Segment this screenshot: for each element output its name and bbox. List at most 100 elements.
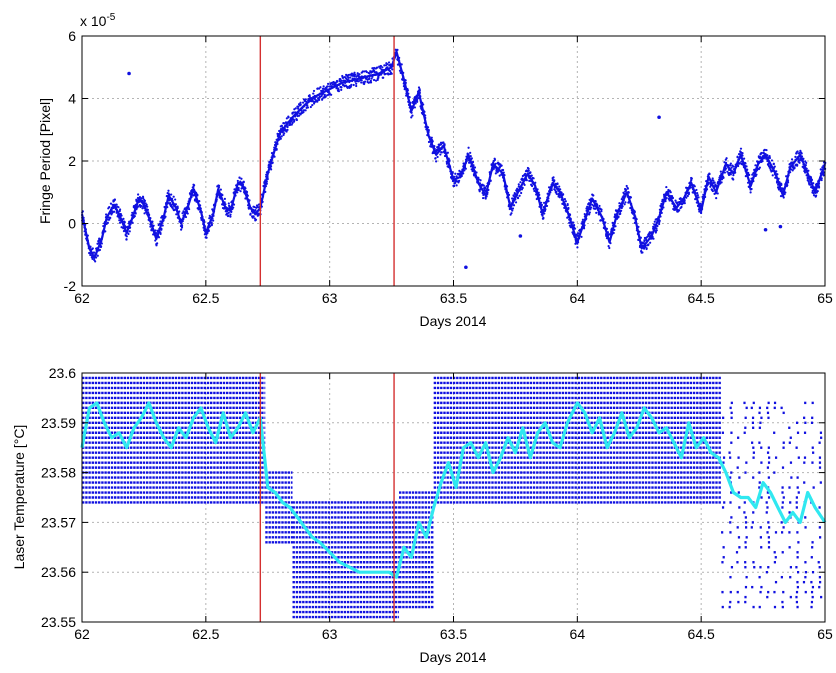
event-lines — [259, 373, 395, 622]
outlier-point — [778, 224, 783, 229]
raw-reading — [818, 575, 821, 579]
data-point — [592, 194, 595, 197]
data-point — [563, 197, 567, 201]
raw-reading — [721, 605, 724, 609]
raw-reading — [811, 401, 814, 405]
data-point — [555, 190, 558, 193]
raw-reading — [795, 501, 798, 504]
raw-reading — [811, 461, 814, 464]
data-point — [374, 79, 378, 82]
data-point — [237, 188, 240, 192]
data-point — [128, 230, 131, 233]
data-point — [98, 238, 101, 241]
data-point — [619, 212, 622, 215]
raw-reading — [767, 416, 770, 420]
data-point — [388, 69, 392, 73]
data-point — [591, 203, 594, 206]
data-point — [652, 237, 655, 240]
data-point — [479, 179, 482, 182]
raw-reading — [730, 411, 733, 415]
data-point — [295, 118, 298, 122]
data-point — [641, 251, 644, 254]
raw-reading — [744, 546, 747, 549]
raw-reading — [744, 416, 747, 420]
raw-reading — [721, 506, 725, 509]
tick-marks — [81, 35, 826, 287]
raw-reading — [795, 446, 798, 449]
raw-reading — [744, 561, 747, 564]
raw-reading — [810, 580, 813, 584]
raw-reading — [730, 566, 734, 569]
data-point — [455, 184, 458, 187]
data-point — [765, 148, 768, 152]
raw-reading — [789, 595, 792, 599]
data-point — [357, 80, 360, 83]
data-point — [493, 157, 496, 160]
raw-reading — [818, 526, 821, 529]
raw-reading — [758, 471, 761, 474]
raw-reading — [751, 521, 754, 524]
raw-reading — [722, 556, 725, 559]
y-tick-label: -2 — [64, 278, 77, 294]
data-point — [712, 179, 715, 182]
raw-reading — [795, 600, 799, 604]
raw-reading — [760, 461, 763, 464]
data-point — [653, 220, 656, 223]
raw-reading — [774, 531, 778, 534]
raw-reading — [803, 461, 806, 464]
data-marks — [80, 376, 827, 619]
data-point — [595, 211, 598, 214]
data-point — [793, 166, 796, 169]
data-point — [118, 221, 122, 224]
raw-reading — [766, 406, 769, 410]
data-point — [698, 210, 701, 213]
raw-reading — [773, 406, 776, 410]
data-point — [256, 206, 259, 209]
data-point — [453, 184, 456, 188]
data-point — [581, 218, 585, 221]
data-point — [330, 93, 333, 96]
data-point — [311, 104, 314, 107]
raw-reading — [802, 580, 806, 584]
data-point — [617, 216, 620, 219]
data-point — [779, 195, 783, 198]
data-point — [335, 79, 339, 83]
data-point — [600, 208, 603, 211]
data-point — [482, 184, 485, 187]
data-point — [187, 207, 191, 211]
data-point — [285, 117, 288, 120]
data-point — [304, 109, 307, 112]
data-point — [763, 148, 766, 151]
raw-reading — [722, 546, 725, 549]
data-point — [532, 177, 535, 180]
raw-reading — [780, 406, 783, 410]
raw-reading — [729, 600, 732, 604]
data-point — [686, 194, 689, 198]
data-point — [347, 76, 350, 80]
data-point — [511, 207, 515, 210]
data-point — [217, 184, 221, 187]
raw-reading — [723, 501, 726, 504]
data-point — [680, 205, 683, 209]
data-point — [169, 201, 172, 205]
data-point — [349, 76, 352, 79]
raw-reading — [782, 441, 785, 444]
raw-reading — [795, 496, 798, 499]
data-point — [642, 241, 645, 245]
raw-reading — [780, 521, 783, 524]
raw-reading — [781, 600, 784, 604]
outlier-point — [464, 265, 468, 270]
data-point — [454, 172, 457, 175]
data-point — [473, 166, 477, 169]
raw-reading — [722, 461, 725, 464]
raw-reading — [722, 416, 725, 420]
raw-reading — [729, 531, 732, 534]
data-point — [254, 218, 258, 221]
data-point — [434, 157, 437, 160]
data-point — [564, 200, 567, 203]
data-point — [647, 243, 650, 246]
raw-reading — [737, 436, 740, 439]
raw-reading — [759, 421, 762, 424]
data-point — [143, 212, 146, 215]
data-point — [625, 184, 628, 188]
